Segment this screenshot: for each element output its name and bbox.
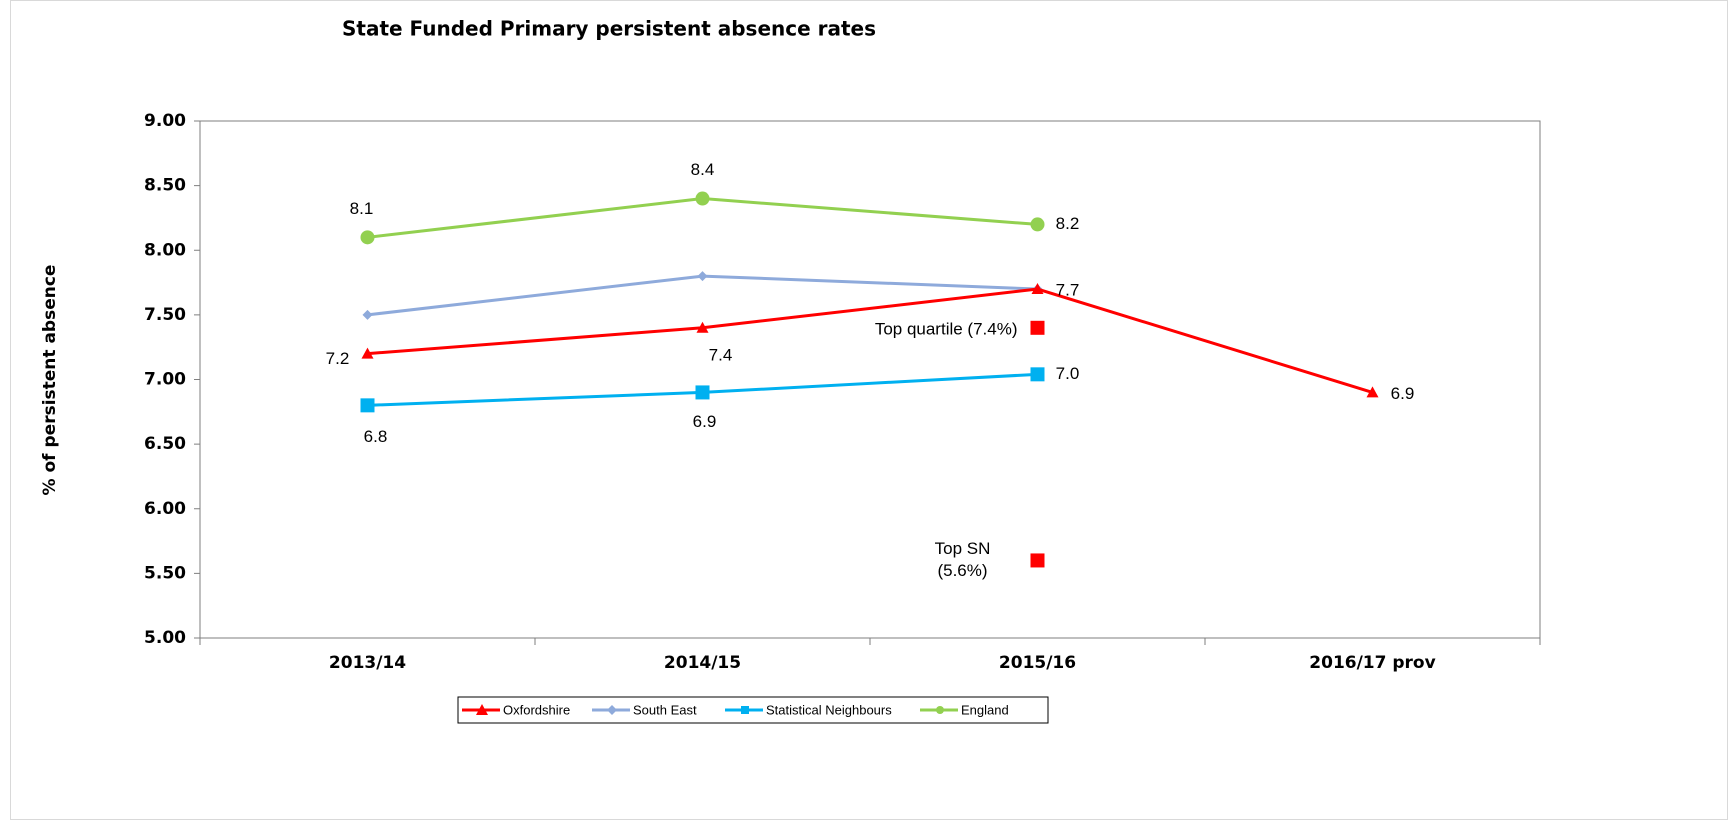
data-label: 6.8 [364,427,388,446]
data-label: 6.9 [1391,384,1415,403]
legend-marker [741,706,749,714]
point [695,191,710,206]
legend-label: South East [633,702,697,717]
point [696,321,709,333]
y-tick-label: 8.00 [144,240,186,260]
legend-marker [936,706,944,714]
point [697,271,708,282]
chart-frame [10,0,1728,820]
point [360,230,375,245]
y-tick-label: 5.00 [144,628,186,648]
x-tick-label: 2013/14 [329,653,406,673]
series-line [367,287,1373,394]
point [1031,283,1044,295]
data-label: 8.2 [1056,214,1080,233]
data-label: 7.4 [709,345,733,364]
legend-label: England [961,702,1009,717]
plot-area [199,120,1541,639]
data-label: 6.9 [693,412,717,431]
x-tick-label: 2016/17 prov [1309,653,1435,673]
data-label: 7.7 [1056,281,1080,300]
annotation: (5.6%) [937,561,987,580]
y-axis-label: % of persistent absence [40,265,60,496]
x-tick-label: 2014/15 [664,653,741,673]
point [1366,386,1379,398]
legend-label: Statistical Neighbours [766,702,892,717]
point [695,385,710,400]
y-tick-label: 8.50 [144,176,186,196]
y-tick-label: 7.50 [144,305,186,325]
y-tick-label: 6.00 [144,499,186,519]
legend-marker [476,704,488,715]
annotation: Top quartile (7.4%) [875,319,1018,338]
x-tick-label: 2015/16 [999,653,1076,673]
chart-title: State Funded Primary persistent absence … [342,17,876,41]
point [362,309,373,320]
point [360,398,375,413]
y-tick-label: 5.50 [144,563,186,583]
series-line [367,274,1038,317]
annotation: Top SN [935,539,991,558]
legend-marker [607,705,617,715]
y-tick-label: 7.00 [144,370,186,390]
point [1030,217,1045,232]
y-tick-label: 9.00 [144,111,186,131]
point [361,347,374,359]
data-label: 7.0 [1056,364,1080,383]
data-label: 8.4 [691,160,715,179]
point [1030,320,1045,335]
y-tick-label: 6.50 [144,434,186,454]
point [1030,367,1045,382]
legend-label: Oxfordshire [503,702,570,717]
point [1030,553,1045,568]
legend: Oxfordshire South East Statistical Neighbo… [457,696,1049,724]
data-label: 7.2 [326,349,350,368]
data-label: 8.1 [350,199,374,218]
